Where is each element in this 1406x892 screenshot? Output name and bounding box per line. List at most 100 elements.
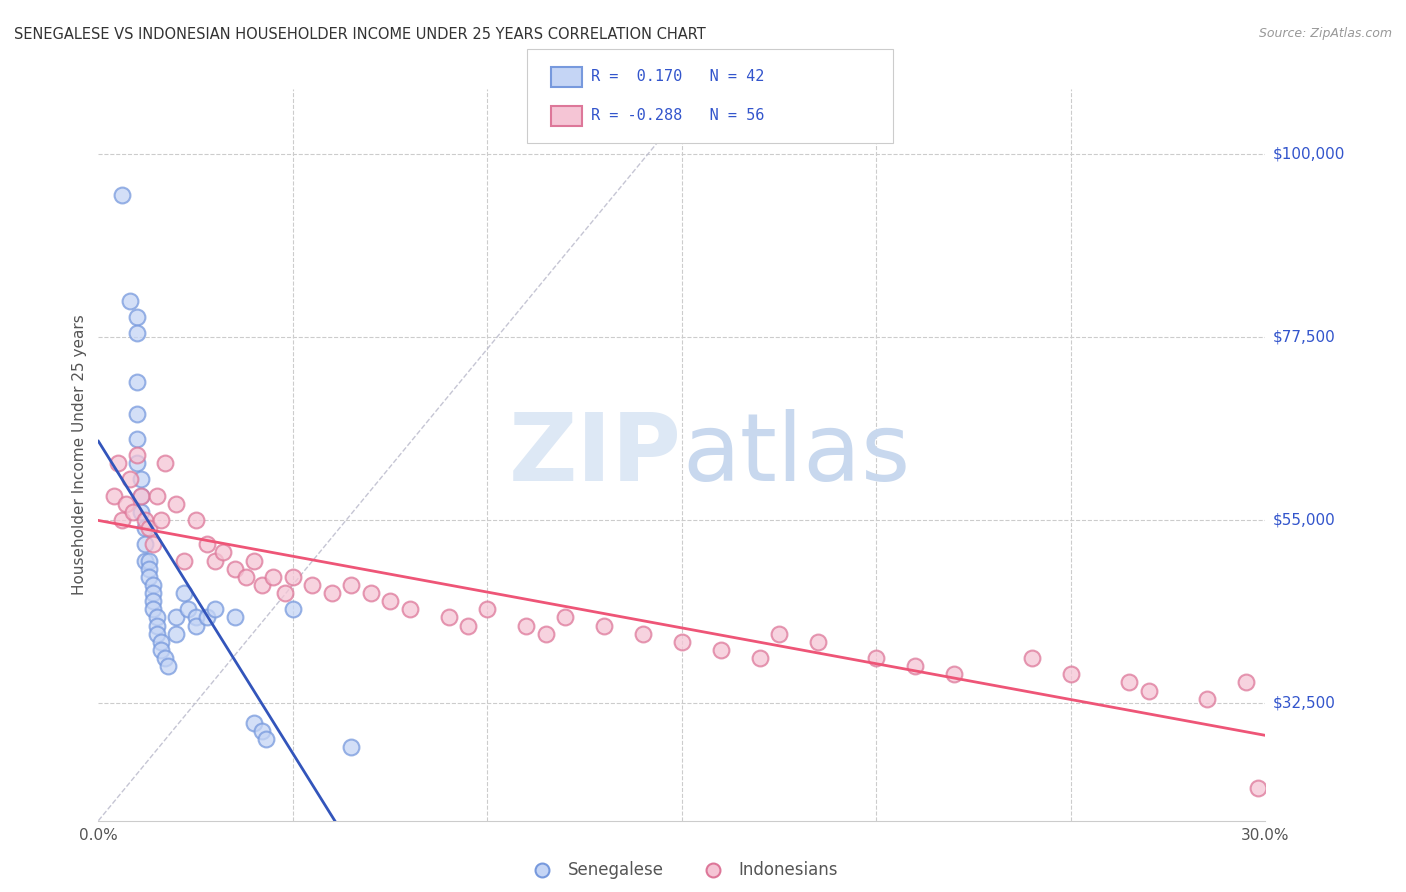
Point [142,602,165,616]
Point [114,497,136,511]
Point [118,293,141,308]
Point [1118,675,1140,690]
Point [138,562,160,576]
Point [554,610,576,624]
Point [146,626,169,640]
Point [1234,675,1257,690]
Point [111,513,134,527]
Point [165,610,187,624]
Point [671,635,693,649]
Text: R =  0.170   N = 42: R = 0.170 N = 42 [591,70,763,84]
Point [149,635,172,649]
Point [122,505,145,519]
Point [127,432,149,446]
Point [142,594,165,608]
Point [243,716,266,731]
Point [146,610,169,624]
Text: $55,000: $55,000 [1272,512,1336,527]
Point [378,594,402,608]
Point [165,626,187,640]
Point [157,659,180,673]
Text: R = -0.288   N = 56: R = -0.288 N = 56 [591,109,763,123]
Point [224,610,246,624]
Point [107,456,129,470]
Point [195,610,218,624]
Point [865,651,887,665]
Point [129,472,152,486]
Point [1021,651,1043,665]
Point [321,586,343,600]
Text: Source: ZipAtlas.com: Source: ZipAtlas.com [1258,27,1392,40]
Point [204,602,226,616]
Point [134,553,156,567]
Point [274,586,297,600]
Point [1060,667,1083,681]
Point [142,586,165,600]
Point [184,618,207,632]
Point [212,545,235,559]
Point [138,570,160,584]
Point [204,553,226,567]
Point [250,724,273,739]
Point [127,456,149,470]
Point [129,489,152,503]
Point [138,521,160,535]
Point [398,602,420,616]
Point [127,448,149,462]
Point [807,635,830,649]
Point [340,740,363,755]
Point [146,618,169,632]
Point [281,570,304,584]
Point [943,667,966,681]
Point [593,618,616,632]
Point [250,578,273,592]
Point [138,553,160,567]
Point [340,578,363,592]
Point [184,610,207,624]
Y-axis label: Householder Income Under 25 years: Householder Income Under 25 years [72,315,87,595]
Point [146,489,169,503]
Point [134,521,156,535]
Legend: Senegalese, Indonesians: Senegalese, Indonesians [519,855,845,886]
Point [142,537,165,551]
Point [224,562,246,576]
Point [129,505,152,519]
Point [262,570,284,584]
Point [534,626,557,640]
Text: atlas: atlas [682,409,910,501]
Point [165,497,187,511]
Point [142,578,165,592]
Text: $32,500: $32,500 [1272,695,1336,710]
Text: $77,500: $77,500 [1272,329,1336,344]
Point [235,570,257,584]
Point [301,578,323,592]
Point [243,553,266,567]
Point [127,407,149,421]
Point [515,618,537,632]
Point [127,375,149,389]
Point [437,610,460,624]
Point [103,489,125,503]
Point [710,643,733,657]
Point [134,513,156,527]
Point [631,626,654,640]
Point [184,513,207,527]
Point [281,602,304,616]
Point [1195,691,1218,706]
Point [195,537,218,551]
Text: SENEGALESE VS INDONESIAN HOUSEHOLDER INCOME UNDER 25 YEARS CORRELATION CHART: SENEGALESE VS INDONESIAN HOUSEHOLDER INC… [14,27,706,42]
Point [254,732,277,747]
Point [129,489,152,503]
Text: ZIP: ZIP [509,409,682,501]
Point [149,513,172,527]
Point [127,326,149,340]
Point [153,456,176,470]
Point [127,310,149,324]
Point [111,187,134,202]
Point [1246,781,1268,796]
Point [153,651,176,665]
Point [1137,683,1160,698]
Point [149,643,172,657]
Point [173,553,195,567]
Point [768,626,790,640]
